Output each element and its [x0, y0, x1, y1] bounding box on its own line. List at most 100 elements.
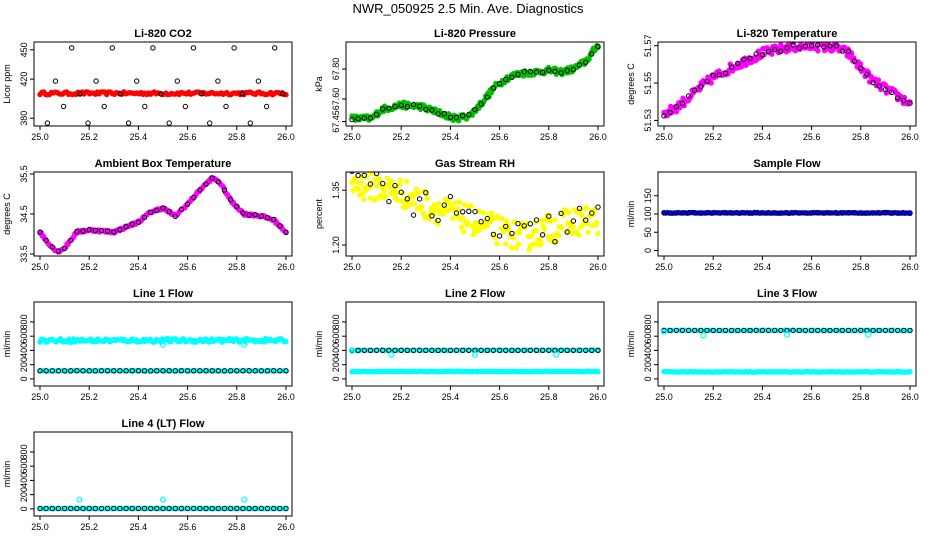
outline-point [564, 347, 570, 353]
plot-points [349, 42, 601, 124]
chart-line1: Line 1 Flow 25.0 25.2 25.4 25.6 25.8 26.0 0 2004… [2, 288, 295, 402]
y-tick-label: 800 [331, 314, 341, 329]
outline-point [704, 210, 710, 216]
outline-point [246, 368, 252, 374]
outline-point [61, 368, 68, 374]
y-tick-label: 51.55 [643, 72, 653, 95]
outline-point [583, 217, 589, 223]
outline-point [595, 43, 601, 50]
outline-point [673, 103, 679, 110]
y-tick-label: 0 [19, 506, 29, 511]
outline-point [901, 327, 907, 334]
data-point [349, 179, 355, 186]
data-point [117, 91, 124, 97]
outline-point [191, 194, 197, 201]
outline-point [277, 223, 283, 229]
outline-point [478, 101, 484, 107]
plot-frame [657, 301, 917, 387]
outline-point [68, 505, 74, 512]
data-point [263, 103, 270, 110]
outline-point [747, 210, 753, 216]
x-tick-label: 25.4 [130, 522, 148, 532]
outline-point [521, 223, 527, 229]
outline-point [392, 347, 398, 353]
outline-point [416, 347, 423, 353]
outline-point [907, 327, 913, 334]
data-point [875, 77, 882, 83]
data-point [415, 190, 422, 196]
data-point [830, 46, 837, 53]
y-tick-label: 200 [643, 357, 653, 372]
data-point [815, 48, 821, 54]
data-point [452, 200, 458, 206]
chart-line4: Line 4 (LT) Flow 25.0 25.2 25.4 25.6 25.8 26.0… [2, 418, 295, 532]
outline-point [503, 223, 509, 230]
outline-point [74, 505, 80, 512]
outline-point [685, 93, 692, 99]
data-point [499, 216, 506, 222]
outline-point [692, 327, 698, 334]
data-point [419, 203, 425, 209]
outline-point [735, 210, 741, 216]
outline-point [154, 368, 160, 374]
outline-point [129, 221, 135, 227]
spike-point [349, 347, 356, 354]
data-point [594, 220, 600, 226]
outline-point [160, 505, 166, 512]
outline-point [386, 105, 392, 111]
outline-point [802, 43, 809, 49]
outline-point [246, 212, 252, 218]
outline-point [123, 368, 129, 374]
outline-point [141, 505, 148, 512]
data-point [158, 91, 164, 97]
outline-point [258, 505, 265, 512]
outline-point [716, 72, 722, 78]
outline-point [558, 70, 564, 76]
outline-point [271, 368, 277, 374]
outline-point [521, 347, 527, 353]
outline-point [355, 172, 361, 179]
y-tick-label: 800 [643, 314, 653, 329]
outline-point [277, 505, 283, 512]
data-point [85, 120, 91, 126]
outline-point [392, 103, 398, 110]
y-tick-label: 35.5 [19, 165, 29, 183]
outline-point [845, 210, 852, 216]
outline-point [234, 203, 240, 210]
y-tick-label: 67.80 [331, 58, 341, 81]
chart-rh: Gas Stream RH 25.0 25.2 25.4 25.6 25.8 26.0 1.2… [314, 158, 607, 272]
x-tick-label: 25.0 [343, 262, 361, 272]
y-tick-label: 67.45 [331, 110, 341, 133]
outline-point [447, 193, 454, 200]
outline-point [203, 368, 209, 374]
outline-point [361, 347, 367, 353]
outline-point [178, 368, 185, 374]
outline-point [864, 71, 870, 78]
outline-point [527, 68, 533, 75]
chart-sample: Sample Flow 25.0 25.2 25.4 25.6 25.8 26.0 0 50 10… [626, 158, 919, 272]
data-point [283, 338, 289, 345]
x-tick-label: 25.6 [179, 132, 197, 142]
outline-point [728, 210, 735, 216]
outline-point [361, 172, 367, 179]
data-point [93, 78, 99, 84]
outline-point [552, 68, 558, 75]
outline-point [240, 505, 246, 512]
outline-point [827, 43, 833, 49]
outline-point [86, 368, 92, 374]
outline-point [851, 327, 858, 334]
outline-point [772, 327, 778, 334]
outline-point [184, 505, 191, 512]
outline-point [888, 327, 895, 334]
spike-point [553, 351, 560, 358]
outline-point [796, 45, 802, 51]
outline-point [92, 368, 99, 374]
chart-title: Li-820 Temperature [737, 28, 838, 40]
outline-point [790, 42, 796, 48]
outline-point [790, 210, 796, 216]
x-tick-label: 25.2 [80, 262, 98, 272]
outline-point [722, 327, 729, 334]
data-point [510, 235, 516, 241]
outline-point [796, 210, 802, 216]
plot-frame [33, 431, 293, 517]
